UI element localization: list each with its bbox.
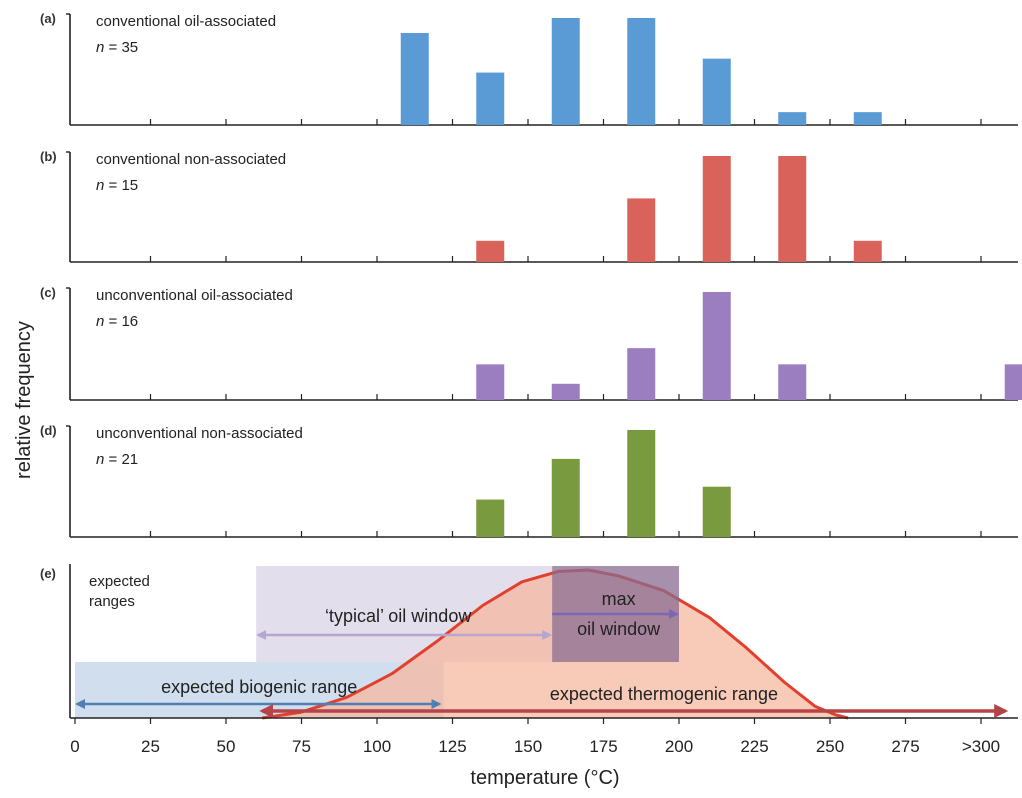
panel-tag: (d) xyxy=(40,423,57,438)
panel-tag: (c) xyxy=(40,285,56,300)
bar xyxy=(627,18,656,125)
panel-a: (a) conventional oil-associated n = 35 xyxy=(40,11,1018,126)
bar xyxy=(551,383,580,400)
bar xyxy=(400,32,429,126)
bar xyxy=(551,458,580,537)
expected-ranges-panel: (e) expected ranges expected biogenic range… xyxy=(40,564,1018,720)
x-axis-title: temperature (°C) xyxy=(470,767,619,789)
sample-count-label: n = 35 xyxy=(96,39,138,56)
panel-title: ranges xyxy=(89,593,135,610)
bar xyxy=(476,499,505,537)
x-tick-label: 75 xyxy=(292,737,311,756)
bar xyxy=(778,364,807,400)
sample-count-label: n = 21 xyxy=(96,451,138,468)
bar xyxy=(702,156,731,262)
panel-b: (b) conventional non-associated n = 15 xyxy=(40,149,1018,263)
panel-title: conventional oil-associated xyxy=(96,13,276,30)
bar xyxy=(702,58,731,125)
panel-title: conventional non-associated xyxy=(96,151,286,168)
bar xyxy=(627,198,656,262)
x-tick-label: 100 xyxy=(363,737,391,756)
max-oil-window-label: oil window xyxy=(577,619,661,639)
bar xyxy=(778,112,807,125)
sample-count-label: n = 15 xyxy=(96,177,138,194)
x-tick-label: >300 xyxy=(962,737,1000,756)
x-tick-label: 225 xyxy=(740,737,768,756)
thermogenic-range-label: expected thermogenic range xyxy=(550,684,778,704)
bar xyxy=(627,430,656,537)
x-tick-label: 175 xyxy=(589,737,617,756)
x-tick-label: 275 xyxy=(891,737,919,756)
panel-tag: (b) xyxy=(40,149,57,164)
bar xyxy=(476,240,505,262)
histogram-panels: (a) conventional oil-associated n = 35 (b) c… xyxy=(40,11,1022,538)
max-oil-window-label: max xyxy=(602,589,636,609)
x-tick-label: 50 xyxy=(217,737,236,756)
biogenic-range-label: expected biogenic range xyxy=(161,677,357,697)
bar xyxy=(627,348,656,400)
bar xyxy=(778,156,807,262)
x-tick-label: 125 xyxy=(438,737,466,756)
bar xyxy=(476,364,505,400)
bar xyxy=(1004,364,1022,400)
x-axis: 0 25 50 75 100 125 150 175 200 225 250 275 >300 xyxy=(70,718,1000,756)
panel-d: (d) unconventional non-associated n = 21 xyxy=(40,423,1018,538)
x-tick-label: 250 xyxy=(816,737,844,756)
oil-window-label: ‘typical’ oil window xyxy=(325,606,472,626)
bar xyxy=(702,486,731,537)
panel-c: (c) unconventional oil-associated n = 16 xyxy=(40,285,1022,401)
bar xyxy=(853,240,882,262)
x-tick-label: 25 xyxy=(141,737,160,756)
sample-count-label: n = 16 xyxy=(96,313,138,330)
panel-title: unconventional oil-associated xyxy=(96,287,293,304)
panel-tag: (a) xyxy=(40,11,56,26)
y-axis-title: relative frequency xyxy=(13,321,35,479)
bar xyxy=(551,18,580,125)
panel-tag: (e) xyxy=(40,566,56,581)
bar xyxy=(702,292,731,400)
x-tick-label: 200 xyxy=(665,737,693,756)
bar xyxy=(476,72,505,125)
x-tick-label: 150 xyxy=(514,737,542,756)
x-tick-label: 0 xyxy=(70,737,79,756)
bar xyxy=(853,112,882,125)
panel-title: unconventional non-associated xyxy=(96,425,303,442)
panel-title: expected xyxy=(89,573,150,590)
